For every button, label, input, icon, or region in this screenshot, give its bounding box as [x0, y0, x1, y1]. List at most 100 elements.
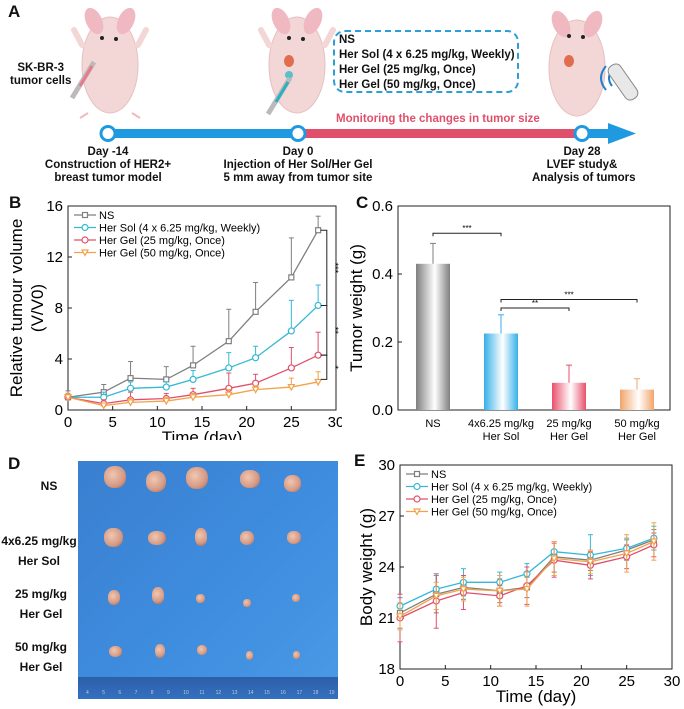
data-point — [225, 364, 233, 372]
ruler-tick-label: 10 — [183, 690, 189, 696]
ruler-tick-label: 8 — [150, 690, 154, 696]
data-point — [189, 362, 197, 369]
x-tick-label: 0 — [64, 414, 72, 431]
series-3 — [395, 522, 658, 631]
timeline-post — [298, 129, 582, 138]
bar — [484, 333, 518, 410]
panel-label-c: C — [356, 193, 369, 212]
x-tick-label: 10 — [149, 414, 166, 431]
data-point — [162, 383, 170, 391]
significance-bracket: ** — [500, 299, 570, 311]
x-tick-label: 0 — [396, 673, 404, 690]
legend-item: Her Gel (50 mg/kg, Once) — [74, 248, 225, 260]
cells-label: SK-BR-3 tumor cells — [10, 62, 72, 87]
panel-label-b: B — [9, 193, 22, 212]
ruler-tick-label: 15 — [264, 690, 270, 696]
data-point — [126, 399, 135, 407]
significance-bracket: *** — [320, 229, 340, 306]
bar — [620, 389, 654, 410]
legend-item: Her Sol (4 x 6.25 mg/kg, Weekly) — [74, 223, 260, 235]
data-point — [586, 558, 595, 567]
photo-row-label: 4x6.25 mg/kg Her Sol — [1, 534, 77, 568]
legend-label: NS — [431, 469, 446, 481]
x-tick-label: 50 mg/kg — [614, 418, 659, 430]
data-point — [459, 586, 468, 594]
treatment-item: Her Gel (25 mg/kg, Once) — [339, 64, 476, 76]
significance-bracket: ** — [320, 304, 340, 356]
data-point — [252, 354, 260, 362]
series-1 — [64, 284, 322, 401]
data-point — [287, 364, 295, 372]
data-point — [550, 555, 559, 563]
ruler-tick-label: 9 — [167, 690, 170, 696]
significance-label: ** — [330, 327, 340, 335]
x-tick-label: 5 — [108, 414, 116, 431]
ruler-tick-label: 6 — [118, 690, 122, 696]
timeline-node — [573, 125, 591, 142]
syringe-icon — [69, 60, 97, 100]
tumor-sample — [243, 599, 251, 607]
treatment-item: Her Gel (50 mg/kg, Once) — [339, 79, 476, 91]
tumor-sample — [197, 645, 207, 655]
data-point — [287, 383, 296, 392]
y-tick-label: 16 — [46, 198, 63, 215]
data-point — [315, 227, 322, 234]
legend-item: Her Sol (4 x 6.25 mg/kg, Weekly) — [406, 482, 592, 494]
y-tick-label: 24 — [378, 559, 395, 576]
bracket-line — [320, 304, 328, 356]
ruler-tick-label: 17 — [296, 690, 303, 696]
treatment-groups-box: NS Her Sol (4 x 6.25 mg/kg, Weekly) Her … — [333, 30, 519, 93]
mouse-icon — [548, 10, 606, 117]
legend-label: NS — [99, 210, 114, 222]
x-tick-label: Her Gel — [550, 431, 588, 440]
ruler-tick-label: 13 — [231, 690, 238, 696]
y-tick-label: 4 — [55, 351, 63, 368]
legend-marker — [81, 236, 89, 244]
significance-label: *** — [564, 291, 573, 300]
significance-label: *** — [330, 263, 340, 274]
tumor-sample — [195, 528, 207, 546]
y-axis-label-units: (V/V0) — [28, 284, 47, 332]
data-point — [252, 308, 259, 315]
ruler-tick-label: 5 — [102, 690, 105, 696]
significance-bracket: *** — [432, 224, 502, 237]
photo-row-label: 50 mg/kg Her Gel — [14, 640, 68, 674]
data-point — [126, 384, 135, 392]
significance-label: *** — [462, 224, 471, 233]
y-tick-label: 21 — [378, 610, 395, 627]
significance-label: * — [330, 366, 340, 370]
legend-marker — [81, 211, 89, 219]
series-3 — [63, 371, 323, 410]
tumor-sample — [104, 528, 123, 547]
significance-label: ** — [532, 299, 538, 308]
y-tick-label: 8 — [55, 300, 63, 317]
tumor-sample — [152, 587, 164, 604]
y-tick-label: 0.2 — [372, 334, 393, 351]
data-point — [162, 397, 171, 406]
data-point — [251, 386, 260, 394]
timeline-node — [99, 125, 117, 142]
legend-marker — [80, 249, 90, 257]
tumor-sample — [146, 471, 166, 492]
tumor-sample — [246, 651, 253, 660]
data-point — [189, 375, 197, 383]
legend-label: Her Gel (50 mg/kg, Once) — [99, 248, 225, 260]
bracket-line — [432, 232, 502, 237]
ruler: 4 5 6 7 8 9 10 11 12 13 14 15 16 17 18 19 — [78, 677, 338, 699]
treatment-item: NS — [339, 34, 355, 46]
bracket-line — [320, 354, 328, 380]
tumor-photo: 4 5 6 7 8 9 10 11 12 13 14 15 16 17 18 19 — [78, 461, 338, 699]
legend-item: Her Gel (25 mg/kg, Once) — [406, 494, 557, 506]
mouse-icon — [258, 7, 336, 114]
y-tick-label: 18 — [378, 661, 395, 678]
panel-label-e: E — [354, 451, 366, 470]
timeline-step: Day 28 LVEF study& Analysis of tumors — [532, 146, 636, 184]
panel-label-d: D — [8, 454, 21, 473]
data-point — [127, 375, 134, 382]
legend-item: NS — [406, 469, 446, 481]
data-point — [287, 327, 295, 335]
photo-row-label: NS — [40, 479, 58, 493]
data-point — [649, 538, 658, 546]
x-tick-label: NS — [425, 418, 440, 430]
legend-marker — [413, 482, 421, 491]
